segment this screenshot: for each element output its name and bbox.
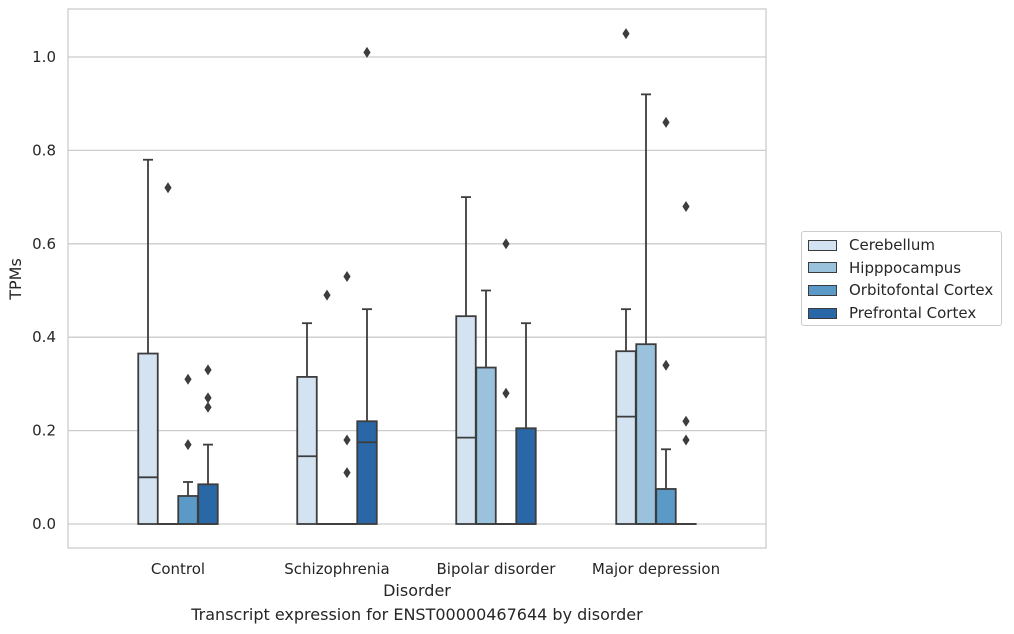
box bbox=[515, 427, 537, 525]
outlier-point bbox=[502, 238, 510, 250]
legend-item: Orbitofontal Cortex bbox=[808, 280, 993, 300]
series-prefrontal-cortex bbox=[197, 46, 697, 525]
outlier-point bbox=[363, 46, 371, 58]
series-hipppocampus bbox=[157, 93, 657, 525]
legend-label: Orbitofontal Cortex bbox=[849, 281, 994, 300]
series-cerebellum bbox=[137, 28, 637, 525]
outlier-point bbox=[682, 200, 690, 212]
box bbox=[197, 483, 219, 525]
box bbox=[296, 375, 318, 525]
box-series bbox=[137, 28, 697, 525]
figure-caption: Transcript expression for ENST0000046764… bbox=[191, 605, 643, 624]
y-axis-label: TPMs bbox=[6, 258, 25, 301]
box bbox=[475, 366, 497, 525]
outlier-point bbox=[682, 434, 690, 446]
y-tick-label: 0.4 bbox=[32, 328, 56, 346]
legend-swatch bbox=[808, 284, 837, 296]
legend-swatch bbox=[808, 262, 837, 274]
legend-swatch bbox=[808, 307, 837, 319]
y-tick-labels: 0.0 0.2 0.4 0.6 0.8 1.0 bbox=[32, 48, 56, 533]
legend-label: Prefrontal Cortex bbox=[849, 304, 977, 323]
legend-swatch bbox=[808, 239, 837, 251]
outlier-point bbox=[662, 359, 670, 371]
y-tick-label: 1.0 bbox=[32, 48, 56, 66]
box bbox=[177, 495, 199, 525]
y-tick-label: 0.6 bbox=[32, 235, 56, 253]
outlier-point bbox=[323, 289, 331, 301]
legend-item: Hipppocampus bbox=[808, 258, 961, 278]
outlier-point bbox=[184, 439, 192, 451]
outlier-point bbox=[204, 392, 212, 404]
x-axis-label: Disorder bbox=[383, 581, 451, 600]
series-orbitofontal-cortex bbox=[177, 116, 677, 525]
legend-label: Hipppocampus bbox=[849, 258, 962, 277]
outlier-point bbox=[343, 434, 351, 446]
x-tick-label: Bipolar disorder bbox=[437, 560, 557, 578]
outlier-point bbox=[343, 467, 351, 479]
outlier-point bbox=[682, 415, 690, 427]
outlier-point bbox=[502, 387, 510, 399]
outlier-point bbox=[622, 28, 630, 40]
outlier-point bbox=[204, 364, 212, 376]
outlier-point bbox=[184, 373, 192, 385]
outlier-point bbox=[343, 270, 351, 282]
box bbox=[137, 352, 159, 525]
outlier-point bbox=[204, 401, 212, 413]
x-tick-label: Major depression bbox=[592, 560, 720, 578]
outlier-point bbox=[164, 182, 172, 194]
y-tick-label: 0.0 bbox=[32, 515, 56, 533]
x-tick-labels: Control Schizophrenia Bipolar disorder Majo… bbox=[151, 560, 720, 578]
box bbox=[356, 420, 378, 525]
plot-frame bbox=[67, 8, 767, 549]
box bbox=[635, 343, 657, 525]
x-tick-label: Schizophrenia bbox=[284, 560, 389, 578]
legend-item: Cerebellum bbox=[808, 235, 935, 255]
gridlines bbox=[68, 56, 766, 525]
box bbox=[655, 488, 677, 525]
legend-label: Cerebellum bbox=[849, 236, 935, 254]
box bbox=[455, 315, 477, 525]
outlier-point bbox=[662, 116, 670, 128]
y-tick-label: 0.2 bbox=[32, 422, 56, 440]
y-tick-label: 0.8 bbox=[32, 141, 56, 159]
box bbox=[615, 350, 637, 525]
x-tick-label: Control bbox=[151, 560, 205, 578]
legend-item: Prefrontal Cortex bbox=[808, 303, 976, 323]
legend: Cerebellum Hipppocampus Orbitofontal Corte… bbox=[801, 231, 1002, 326]
